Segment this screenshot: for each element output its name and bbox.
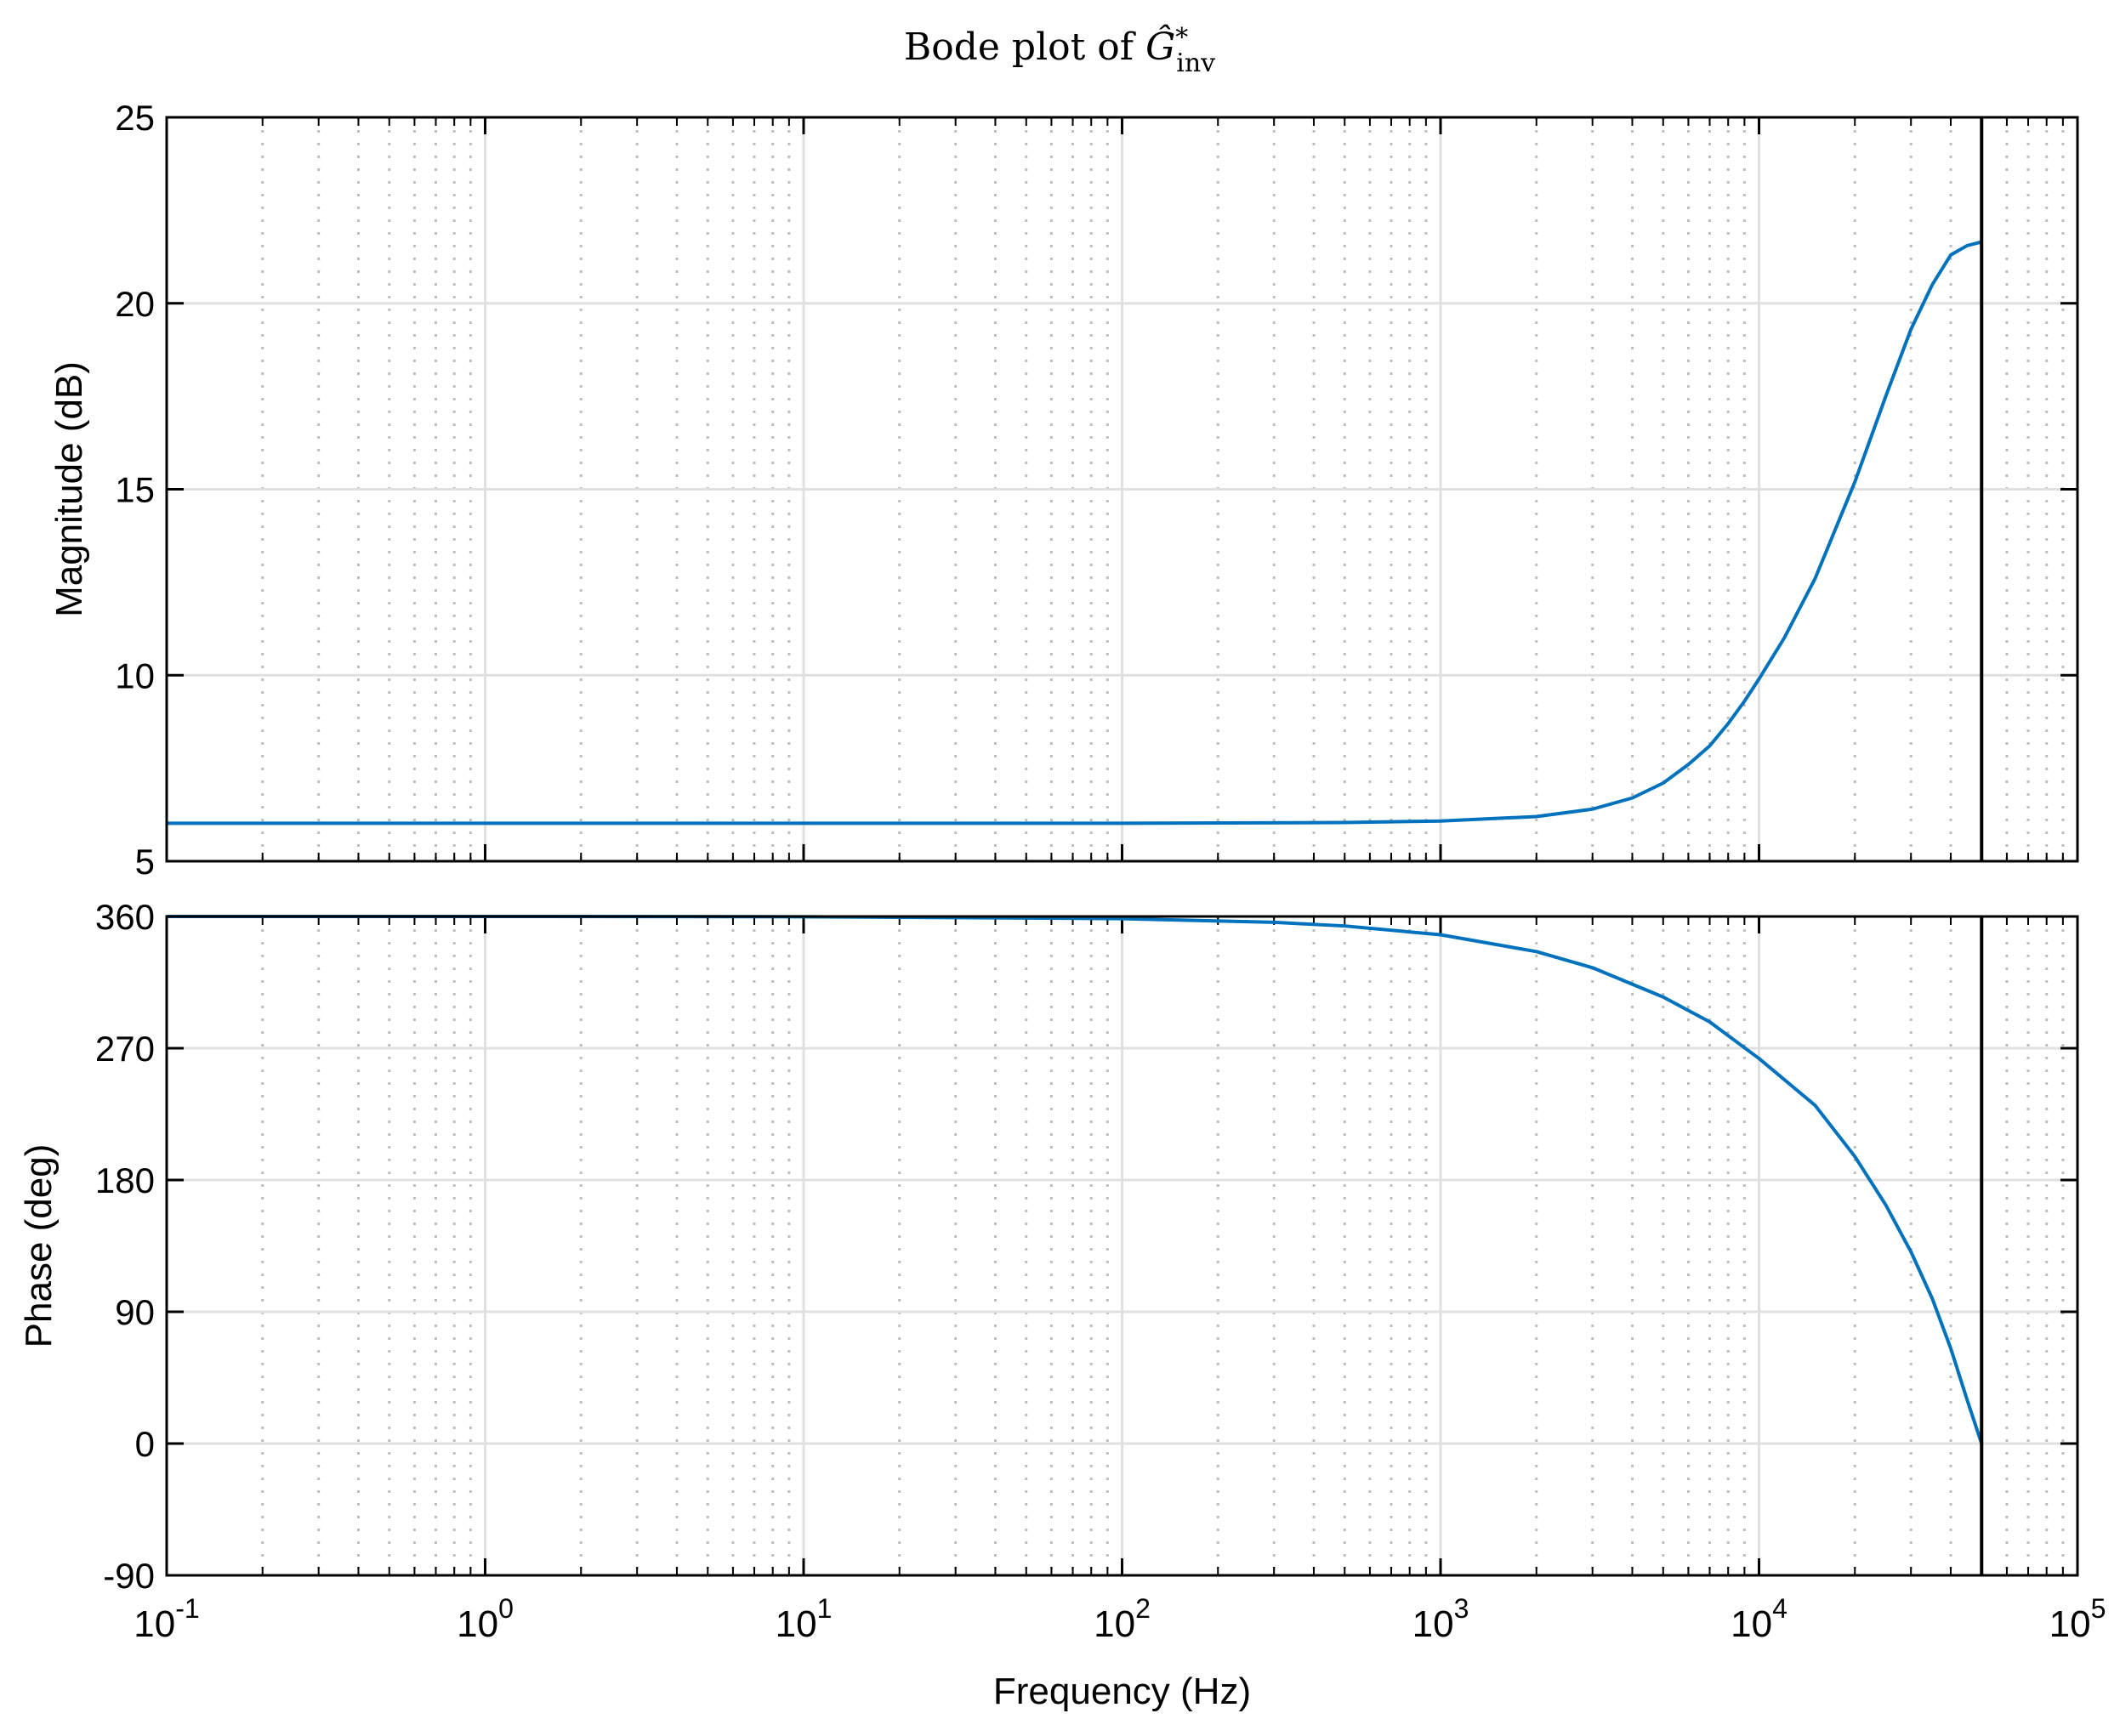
y-tick-label: -90	[103, 1556, 155, 1596]
x-tick-label-base: 10	[776, 1603, 817, 1645]
chart-title: Bode plot of Ĝ* inv	[904, 23, 1215, 78]
x-tick-label: 10-1	[134, 1593, 199, 1645]
y-tick-label: 270	[95, 1029, 155, 1069]
magnitude-series-line	[167, 240, 1982, 825]
x-tick-label-base: 10	[134, 1603, 175, 1645]
magnitude-y-axis-label: Magnitude (dB)	[48, 361, 90, 617]
phase-y-axis-label: Phase (deg)	[18, 1144, 60, 1348]
chart-title-symbol: Ĝ	[1145, 24, 1175, 69]
chart-title-sub: inv	[1176, 48, 1215, 78]
y-tick-label: 180	[95, 1160, 155, 1200]
x-tick-label-base: 10	[2049, 1603, 2091, 1645]
magnitude-axes-box	[165, 116, 2079, 863]
x-tick-label: 100	[457, 1593, 514, 1645]
y-tick-label: 360	[95, 897, 155, 937]
y-tick-label: 5	[135, 842, 155, 882]
y-tick-label: 25	[115, 98, 155, 138]
x-tick-label-exponent: -1	[175, 1593, 199, 1624]
y-tick-label: 20	[115, 284, 155, 324]
x-tick-label-base: 10	[1731, 1603, 1772, 1645]
y-tick-label: 10	[115, 655, 155, 695]
y-tick-label: 90	[115, 1292, 155, 1332]
x-tick-label-base: 10	[1412, 1603, 1454, 1645]
phase-series-line	[167, 915, 1984, 1444]
y-tick-label: 0	[135, 1424, 155, 1464]
x-tick-label: 101	[776, 1593, 833, 1645]
x-tick-label-exponent: 3	[1454, 1593, 1469, 1624]
x-tick-label-exponent: 5	[2091, 1593, 2106, 1624]
x-tick-label-exponent: 4	[1772, 1593, 1788, 1624]
x-tick-label-exponent: 1	[817, 1593, 833, 1624]
x-tick-label-exponent: 2	[1135, 1593, 1151, 1624]
chart-title-sup: *	[1175, 23, 1188, 53]
x-tick-label: 102	[1094, 1593, 1151, 1645]
x-tick-label: 103	[1412, 1593, 1469, 1645]
x-tick-label-exponent: 0	[498, 1593, 514, 1624]
x-tick-label: 105	[2049, 1593, 2106, 1645]
x-axis-label: Frequency (Hz)	[993, 1671, 1251, 1712]
magnitude-panel: 5 10 15 20 25 Magnitude (dB)	[48, 98, 2079, 882]
chart-title-prefix: Bode plot of	[904, 26, 1145, 69]
x-tick-label: 104	[1731, 1593, 1788, 1645]
x-tick-label-base: 10	[457, 1603, 498, 1645]
y-tick-label: 15	[115, 470, 155, 510]
x-tick-label-base: 10	[1094, 1603, 1135, 1645]
phase-axes-box	[165, 915, 2079, 1577]
